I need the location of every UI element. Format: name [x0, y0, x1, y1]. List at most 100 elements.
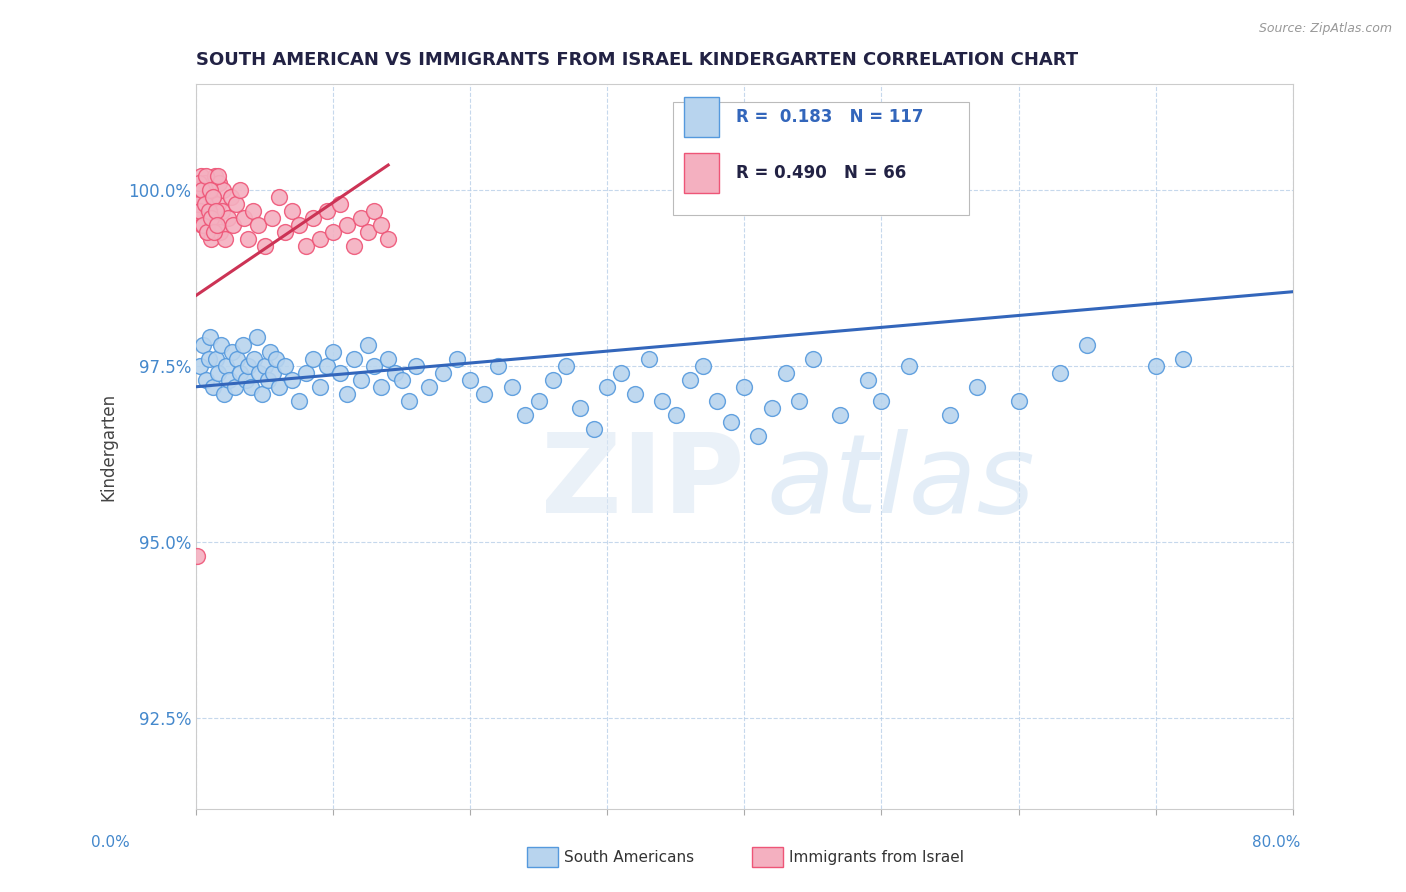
Point [486, 359, 509, 373]
Point [267, 380, 290, 394]
Point [295, 366, 318, 380]
Point [197, 203, 219, 218]
Point [830, 408, 852, 422]
Text: SOUTH AMERICAN VS IMMIGRANTS FROM ISRAEL KINDERGARTEN CORRELATION CHART: SOUTH AMERICAN VS IMMIGRANTS FROM ISRAEL… [197, 51, 1078, 69]
Point [527, 393, 550, 408]
Point [264, 351, 287, 366]
Point [242, 203, 264, 218]
Point [336, 386, 359, 401]
Point [356, 337, 378, 351]
Text: ZIP: ZIP [541, 429, 744, 536]
Point [329, 196, 352, 211]
Point [212, 386, 235, 401]
Text: South Americans: South Americans [564, 850, 695, 864]
Point [256, 373, 278, 387]
Point [229, 183, 252, 197]
Point [212, 183, 235, 197]
Text: 80.0%: 80.0% [1253, 836, 1301, 850]
Point [214, 232, 236, 246]
Point [301, 211, 323, 225]
Point [775, 366, 797, 380]
Point [195, 225, 218, 239]
Point [329, 366, 352, 380]
Point [446, 351, 468, 366]
Point [582, 422, 605, 436]
Point [200, 211, 222, 225]
Point [188, 190, 211, 204]
Point [201, 211, 224, 225]
Point [260, 211, 283, 225]
Point [194, 169, 217, 183]
Point [194, 373, 217, 387]
Point [665, 408, 688, 422]
Point [350, 211, 373, 225]
Point [370, 380, 392, 394]
Point [259, 344, 281, 359]
Point [343, 351, 366, 366]
Point [232, 337, 254, 351]
Text: atlas: atlas [766, 429, 1035, 536]
Point [187, 211, 209, 225]
Point [363, 203, 385, 218]
Point [205, 218, 228, 232]
Point [221, 344, 243, 359]
Point [501, 380, 523, 394]
Point [288, 218, 311, 232]
Point [377, 232, 399, 246]
Point [225, 196, 247, 211]
Point [267, 190, 290, 204]
Point [229, 366, 252, 380]
Point [1144, 359, 1167, 373]
Point [211, 203, 233, 218]
Point [370, 218, 392, 232]
Point [391, 373, 413, 387]
Point [315, 359, 337, 373]
Point [281, 203, 304, 218]
Point [246, 218, 269, 232]
Point [190, 169, 212, 183]
Point [204, 351, 226, 366]
Point [356, 225, 378, 239]
Point [651, 393, 673, 408]
Point [596, 380, 619, 394]
Point [274, 225, 297, 239]
Point [1049, 366, 1071, 380]
Point [233, 211, 256, 225]
Point [274, 359, 297, 373]
Point [336, 218, 359, 232]
Point [1171, 351, 1194, 366]
Point [195, 225, 218, 239]
Point [939, 408, 962, 422]
Text: Immigrants from Israel: Immigrants from Israel [789, 850, 963, 864]
Point [418, 380, 440, 394]
Text: Source: ZipAtlas.com: Source: ZipAtlas.com [1258, 22, 1392, 36]
Point [308, 380, 330, 394]
Point [253, 359, 276, 373]
Point [308, 232, 330, 246]
Point [253, 239, 276, 253]
Point [295, 239, 318, 253]
Point [193, 196, 215, 211]
Point [186, 549, 208, 563]
Point [610, 366, 633, 380]
Point [405, 359, 427, 373]
Point [679, 373, 702, 387]
Point [222, 218, 245, 232]
Point [197, 351, 219, 366]
Point [193, 337, 215, 351]
Point [315, 203, 337, 218]
Point [191, 218, 214, 232]
Point [238, 359, 260, 373]
Point [243, 351, 266, 366]
Point [363, 359, 385, 373]
Point [569, 401, 592, 415]
Point [288, 393, 311, 408]
Point [624, 386, 647, 401]
Point [472, 386, 495, 401]
Point [193, 218, 215, 232]
Text: R =  0.183   N = 117: R = 0.183 N = 117 [735, 108, 924, 126]
Point [207, 366, 229, 380]
Point [706, 393, 728, 408]
Point [197, 203, 219, 218]
Point [190, 359, 212, 373]
